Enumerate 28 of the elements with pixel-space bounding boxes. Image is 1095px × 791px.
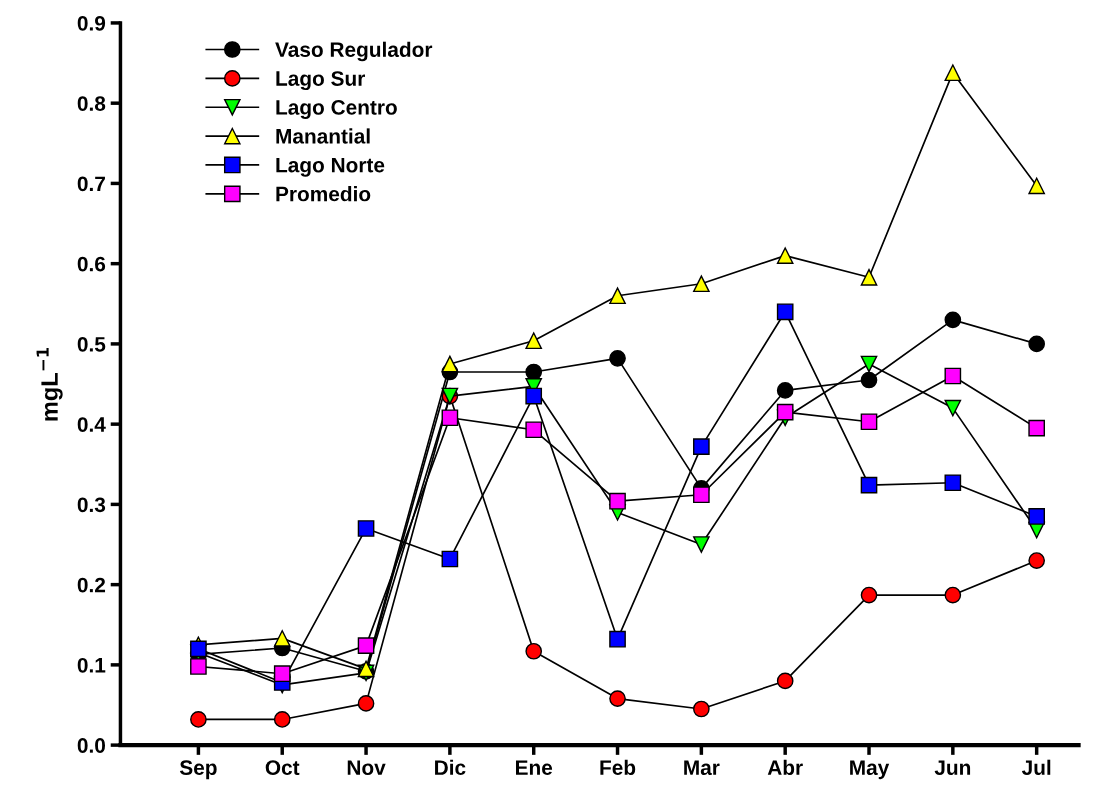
- x-tick-label: Feb: [600, 759, 636, 776]
- x-tick-label: Abr: [767, 759, 803, 776]
- legend-label: Lago Sur: [276, 71, 365, 91]
- x-tick-label: Ene: [516, 760, 553, 776]
- y-tick-label: 0.2: [77, 577, 106, 593]
- legend-label: Lago Norte: [276, 157, 385, 177]
- y-tick-label: 0.4: [77, 417, 106, 432]
- legend-label: Promedio: [276, 186, 371, 202]
- y-tick-label: 0.0: [77, 738, 106, 753]
- y-tick-label: 0.1: [77, 657, 106, 673]
- y-tick-label: 0.3: [77, 497, 106, 513]
- y-axis-title: mgL$^{−1}$: [36, 347, 63, 421]
- x-tick-label: Sep: [179, 760, 217, 780]
- x-tick-label: May: [850, 760, 890, 780]
- x-tick-label: Jun: [934, 760, 971, 776]
- x-tick-label: Nov: [347, 760, 386, 776]
- x-tick-label: Mar: [684, 760, 720, 776]
- legend-label: Lago Centro: [276, 100, 397, 119]
- y-tick-label: 0.6: [77, 256, 106, 272]
- x-tick-label: Oct: [265, 760, 300, 776]
- x-tick-label: Jul: [1021, 759, 1051, 776]
- y-tick-label: 0.9: [77, 15, 106, 31]
- legend-label: Vaso Regulador: [275, 41, 433, 62]
- legend-label: Manantial: [276, 128, 370, 144]
- y-tick-label: 0.5: [77, 336, 106, 352]
- y-tick-label: 0.8: [77, 96, 106, 111]
- y-tick-label: 0.7: [77, 176, 105, 192]
- x-tick-label: Dic: [435, 759, 466, 776]
